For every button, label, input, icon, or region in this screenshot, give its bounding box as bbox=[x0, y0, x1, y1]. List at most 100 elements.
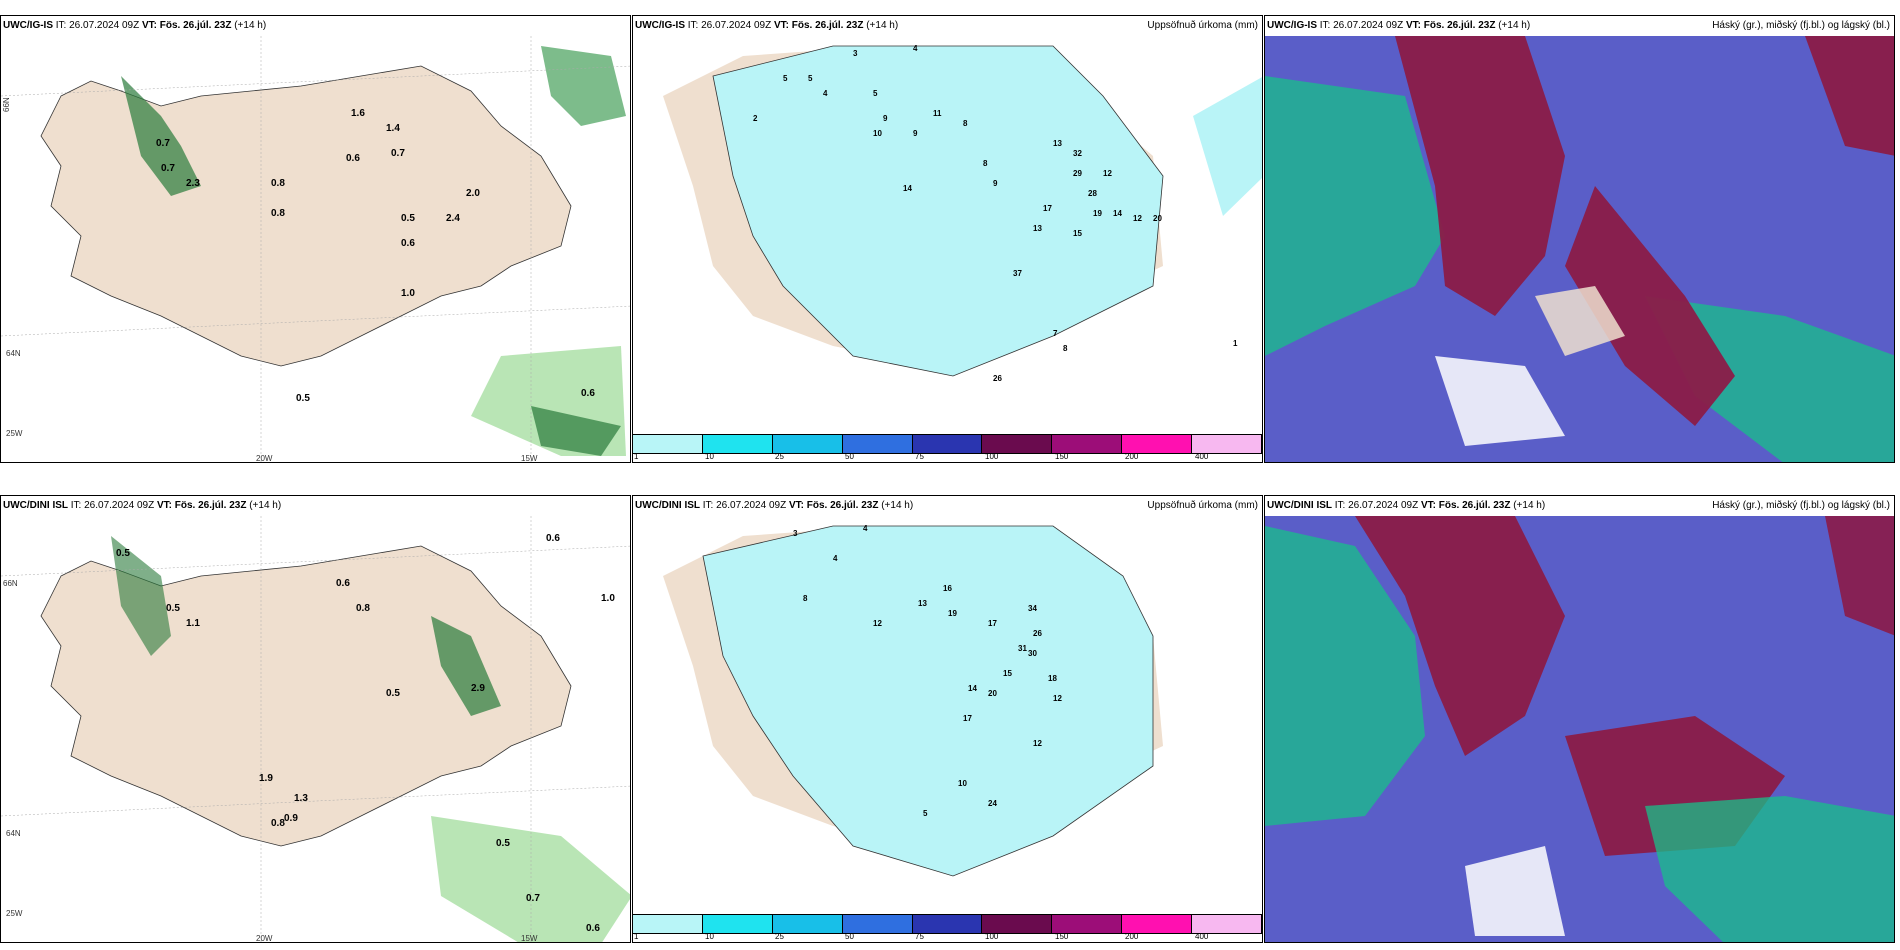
swatch-1 bbox=[633, 915, 703, 933]
precip-value: 5 bbox=[873, 89, 878, 98]
swatch-10 bbox=[702, 435, 773, 453]
precip-value: 15 bbox=[1003, 669, 1012, 678]
valid-time: VT: Fös. 26.júl. 23Z bbox=[1405, 20, 1496, 31]
model-name: UWC/IG-IS bbox=[1267, 20, 1317, 31]
precip-value: 16 bbox=[943, 584, 952, 593]
swatch-25 bbox=[772, 915, 843, 933]
wind-value: 0.5 bbox=[496, 838, 510, 849]
wind-value: 1.6 bbox=[351, 108, 365, 119]
precip-value: 13 bbox=[1053, 139, 1062, 148]
precip-value: 12 bbox=[1103, 169, 1112, 178]
precip-value: 34 bbox=[1028, 604, 1037, 613]
wind-value: 1.1 bbox=[186, 618, 200, 629]
swatch-150 bbox=[1052, 435, 1123, 453]
wind-value: 0.5 bbox=[386, 688, 400, 699]
precip-value: 13 bbox=[918, 599, 927, 608]
init-time: IT: 26.07.2024 09Z bbox=[1334, 500, 1419, 511]
panel-header: UWC/IG-IS IT: 26.07.2024 09Z VT: Fös. 26… bbox=[1, 16, 630, 36]
panel-clouds-dini: UWC/DINI ISL IT: 26.07.2024 09Z VT: Fös.… bbox=[1264, 495, 1895, 943]
wind-map: 0.5 0.6 0.8 0.5 1.1 2.9 0.5 1.9 1.3 0.9 … bbox=[1, 516, 630, 943]
wind-value: 0.6 bbox=[586, 923, 600, 934]
wind-value: 2.0 bbox=[466, 188, 480, 199]
precip-value: 8 bbox=[1063, 344, 1068, 353]
precip-value: 9 bbox=[993, 179, 998, 188]
precip-value: 15 bbox=[1073, 229, 1082, 238]
swatch-150 bbox=[1052, 915, 1123, 933]
wind-map: 0.7 0.7 0.8 2.3 1.6 1.4 0.7 0.6 2.0 0.5 … bbox=[1, 36, 630, 463]
panel-header: UWC/DINI ISL IT: 26.07.2024 09Z VT: Fös.… bbox=[1, 496, 630, 516]
colorbar-tick: 200 bbox=[1125, 932, 1139, 941]
precip-value: 8 bbox=[803, 594, 808, 603]
swatch-200 bbox=[1122, 915, 1193, 933]
wind-value: 0.5 bbox=[116, 548, 130, 559]
precip-colorbar: 1 10 25 50 75 100 150 200 400 bbox=[633, 434, 1262, 462]
precip-value: 17 bbox=[988, 619, 997, 628]
wind-value: 1.3 bbox=[294, 793, 308, 804]
colorbar-tick: 400 bbox=[1195, 932, 1209, 941]
model-name: UWC/DINI ISL bbox=[1267, 500, 1332, 511]
panel-header: UWC/IG-IS IT: 26.07.2024 09Z VT: Fös. 26… bbox=[633, 16, 1262, 36]
precip-value: 5 bbox=[783, 74, 788, 83]
colorbar-tick: 75 bbox=[915, 932, 924, 941]
precip-value: 30 bbox=[1028, 649, 1037, 658]
colorbar-tick: 100 bbox=[985, 932, 999, 941]
precip-value: 4 bbox=[863, 524, 868, 533]
colorbar-swatches bbox=[633, 434, 1262, 454]
panel-wind-igis: UWC/IG-IS IT: 26.07.2024 09Z VT: Fös. 26… bbox=[0, 15, 631, 463]
swatch-200 bbox=[1122, 435, 1193, 453]
precip-value: 12 bbox=[1133, 214, 1142, 223]
product-title: Uppsöfnuð úrkoma (mm) bbox=[1147, 500, 1258, 511]
colorbar-tick: 150 bbox=[1055, 452, 1069, 461]
precip-value: 17 bbox=[1043, 204, 1052, 213]
precip-value: 2 bbox=[753, 114, 758, 123]
precip-value: 37 bbox=[1013, 269, 1022, 278]
swatch-75 bbox=[912, 915, 983, 933]
swatch-1 bbox=[633, 435, 703, 453]
valid-time: VT: Fös. 26.júl. 23Z bbox=[156, 500, 247, 511]
swatch-400 bbox=[1192, 915, 1262, 933]
panel-wind-dini: UWC/DINI ISL IT: 26.07.2024 09Z VT: Fös.… bbox=[0, 495, 631, 943]
wind-value: 0.9 bbox=[284, 813, 298, 824]
precip-colorbar: 1 10 25 50 75 100 150 200 400 bbox=[633, 914, 1262, 942]
colorbar-tick: 10 bbox=[705, 452, 714, 461]
precip-value: 13 bbox=[1033, 224, 1042, 233]
wind-value: 0.8 bbox=[271, 178, 285, 189]
colorbar-tick: 10 bbox=[705, 932, 714, 941]
precip-map: 3 4 4 12 13 16 19 17 34 26 30 31 14 20 1… bbox=[633, 516, 1262, 916]
lon-label: 15W bbox=[521, 454, 538, 463]
lat-label: 64N bbox=[6, 349, 21, 358]
wind-value: 0.5 bbox=[401, 213, 415, 224]
wind-value: 0.6 bbox=[346, 153, 360, 164]
precip-value: 7 bbox=[1053, 329, 1058, 338]
product-title: Uppsöfnuð úrkoma (mm) bbox=[1147, 20, 1258, 31]
wind-value: 0.7 bbox=[391, 148, 405, 159]
lead-time: (+14 h) bbox=[1498, 20, 1531, 31]
panel-precip-dini: UWC/DINI ISL IT: 26.07.2024 09Z VT: Fös.… bbox=[632, 495, 1263, 943]
model-name: UWC/IG-IS bbox=[635, 20, 685, 31]
swatch-400 bbox=[1192, 435, 1262, 453]
precip-value: 26 bbox=[1033, 629, 1042, 638]
panel-header: UWC/DINI ISL IT: 26.07.2024 09Z VT: Fös.… bbox=[633, 496, 1262, 516]
wind-value: 0.5 bbox=[166, 603, 180, 614]
valid-time: VT: Fös. 26.júl. 23Z bbox=[788, 500, 879, 511]
init-time: IT: 26.07.2024 09Z bbox=[55, 20, 140, 31]
precip-value: 9 bbox=[913, 129, 918, 138]
clouds-map bbox=[1265, 516, 1894, 942]
init-time: IT: 26.07.2024 09Z bbox=[1319, 20, 1404, 31]
model-name: UWC/DINI ISL bbox=[3, 500, 68, 511]
precip-value: 12 bbox=[1033, 739, 1042, 748]
precip-value: 12 bbox=[1053, 694, 1062, 703]
swatch-25 bbox=[772, 435, 843, 453]
lon-label: 20W bbox=[256, 454, 273, 463]
precip-value: 19 bbox=[1093, 209, 1102, 218]
precip-value: 24 bbox=[988, 799, 997, 808]
wind-value: 0.8 bbox=[356, 603, 370, 614]
wind-value: 0.5 bbox=[296, 393, 310, 404]
lon-label: 15W bbox=[521, 934, 538, 943]
colorbar-tick: 200 bbox=[1125, 452, 1139, 461]
swatch-100 bbox=[982, 435, 1053, 453]
wind-value: 0.8 bbox=[271, 208, 285, 219]
wind-value: 0.8 bbox=[271, 818, 285, 829]
colorbar-swatches bbox=[633, 914, 1262, 934]
precip-value: 3 bbox=[853, 49, 858, 58]
